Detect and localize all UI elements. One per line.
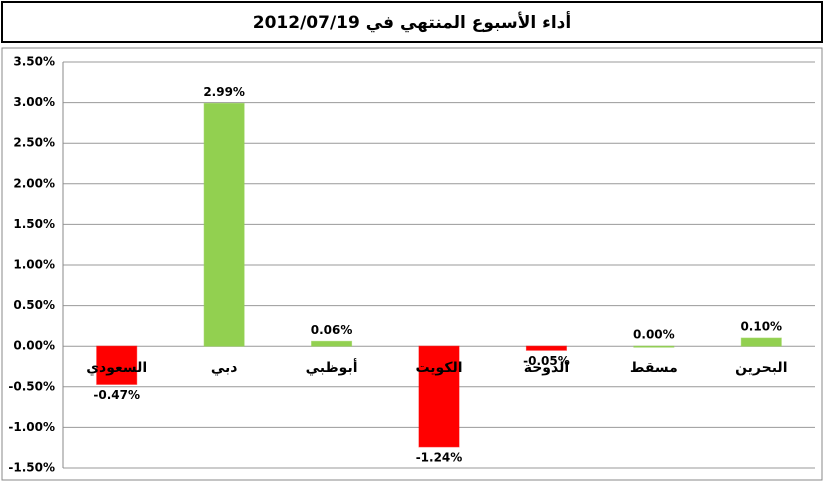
y-tick-label: 0.50% [13, 298, 55, 312]
y-tick-label: 0.00% [13, 339, 55, 353]
value-label: 0.06% [311, 323, 353, 337]
bar [96, 345, 138, 385]
x-tick-label: الكويت [415, 360, 462, 376]
y-tick-label: 1.00% [13, 258, 55, 272]
value-label: -0.47% [93, 388, 140, 402]
bar [418, 345, 460, 448]
title-box [1, 1, 823, 43]
value-label: 0.00% [633, 328, 675, 342]
x-tick-label: أبوظبي [306, 358, 358, 376]
y-tick-label: -1.00% [8, 420, 55, 434]
value-label: -0.05% [523, 354, 570, 368]
value-label: -1.24% [416, 450, 463, 464]
x-tick-label: الدوحة [524, 360, 569, 376]
x-tick-label: مسقط [630, 360, 678, 376]
chart-title: أداء الأسبوع المنتهي في 2012/07/19 [253, 11, 571, 33]
bar [633, 345, 675, 348]
x-tick-label: البحرين [735, 360, 787, 376]
y-tick-label: 3.00% [13, 95, 55, 109]
y-tick-label: 1.50% [13, 217, 55, 231]
x-tick-label: السعودي [86, 360, 147, 377]
bar [525, 345, 567, 351]
y-tick-label: 2.50% [13, 136, 55, 150]
x-tick-label: دبي [211, 360, 238, 376]
y-tick-label: 3.50% [13, 55, 55, 69]
bar [740, 337, 782, 347]
y-tick-label: 2.00% [13, 176, 55, 190]
value-label: 2.99% [203, 85, 245, 99]
plot-frame [1, 47, 823, 481]
bar [203, 102, 245, 347]
y-tick-label: -0.50% [8, 379, 55, 393]
value-label: 0.10% [740, 320, 782, 334]
bar [311, 340, 353, 347]
y-tick-label: -1.50% [8, 461, 55, 475]
